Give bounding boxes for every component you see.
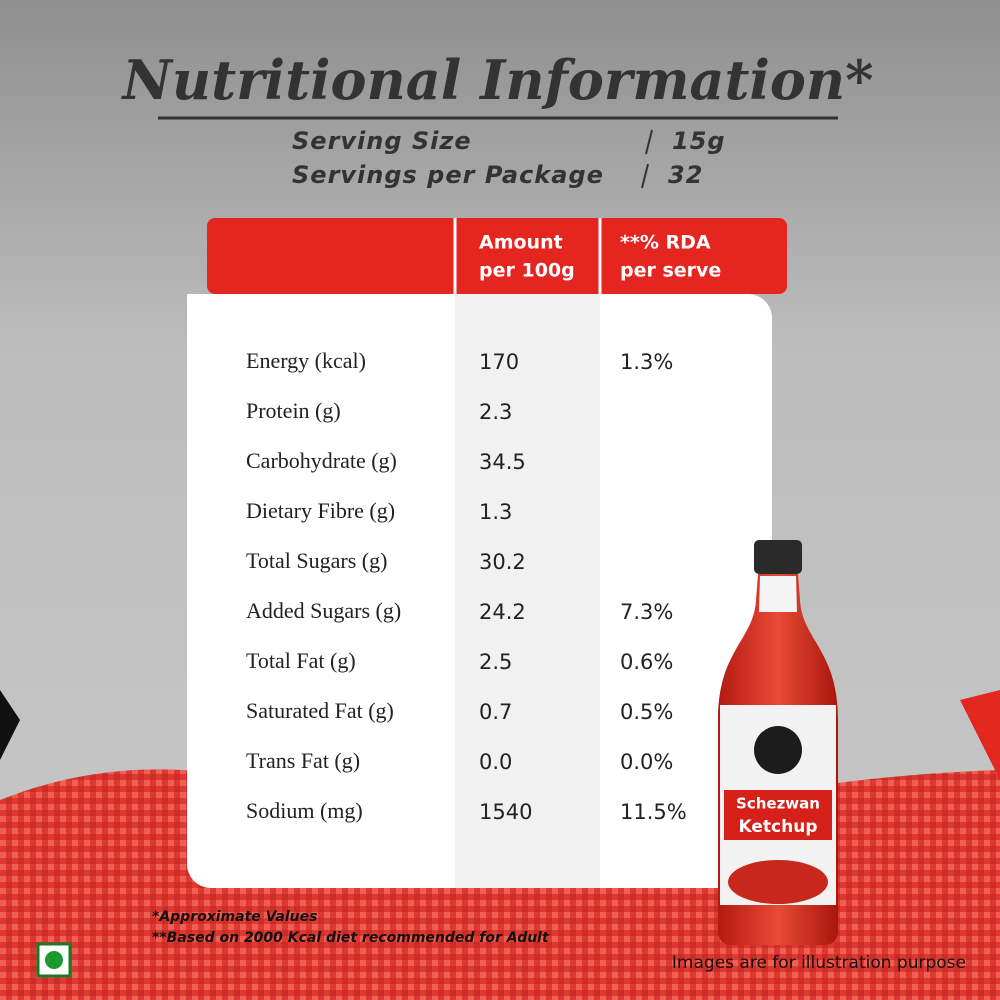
- nutrient-value: 0.7: [479, 700, 512, 724]
- bottle-label-text: Schezwan: [736, 795, 820, 813]
- nutrient-label: Saturated Fat (g): [246, 698, 394, 723]
- nutrient-label: Added Sugars (g): [246, 598, 401, 623]
- nutrient-label: Energy (kcal): [246, 348, 366, 373]
- nutrient-value: 0.0%: [620, 750, 673, 774]
- footnotes: *Approximate Values **Based on 2000 Kcal …: [152, 909, 550, 946]
- serving-separator: [641, 163, 649, 189]
- column-header: Amount: [479, 232, 563, 254]
- nutrient-label: Total Fat (g): [246, 648, 356, 673]
- nutrient-value: 0.5%: [620, 700, 673, 724]
- nutrition-table: Amount per 100g **% RDA per serve Energy (kc…: [246, 232, 721, 825]
- nutrient-value: 34.5: [479, 450, 526, 474]
- nutrient-label: Total Sugars (g): [246, 548, 387, 573]
- column-header: **% RDA: [620, 232, 711, 254]
- bottle-cap: [754, 540, 802, 574]
- disclaimer: Images are for illustration purpose: [672, 953, 966, 973]
- neck-label: [759, 576, 797, 612]
- nutrient-value: 24.2: [479, 600, 526, 624]
- nutrient-label: Carbohydrate (g): [246, 448, 397, 473]
- label-image: [728, 860, 828, 904]
- nutrient-value: 30.2: [479, 550, 526, 574]
- cloth-edge: [960, 690, 1000, 780]
- serving-info: Serving Size 15g Servings per Package 32: [292, 127, 726, 189]
- column-header: per 100g: [479, 260, 575, 282]
- nutrient-value: 2.5: [479, 650, 512, 674]
- nutrient-label: Protein (g): [246, 398, 341, 423]
- nutrient-value: 0.0: [479, 750, 512, 774]
- amount-column-bg: [455, 294, 600, 888]
- title: Nutritional Information*: [121, 48, 874, 112]
- nutrient-value: 0.6%: [620, 650, 673, 674]
- nutrient-label: Dietary Fibre (g): [246, 498, 395, 523]
- nutrient-label: Sodium (mg): [246, 798, 363, 823]
- bottle-label-text: Ketchup: [739, 817, 818, 837]
- footnote: **Based on 2000 Kcal diet recommended fo…: [152, 930, 550, 946]
- nutrient-value: 11.5%: [620, 800, 687, 824]
- serving-value: 32: [668, 161, 703, 189]
- table-corner: [187, 294, 227, 334]
- bottle: Schezwan Ketchup: [718, 540, 838, 945]
- nutrient-value: 7.3%: [620, 600, 673, 624]
- nutrient-label: Trans Fat (g): [246, 748, 360, 773]
- nutrient-value: 1.3%: [620, 350, 673, 374]
- table-header-bg: [207, 218, 787, 294]
- nutrient-value: 2.3: [479, 400, 512, 424]
- serving-label: Servings per Package: [292, 161, 604, 189]
- nutrient-value: 1540: [479, 800, 532, 824]
- nutrient-value: 170: [479, 350, 519, 374]
- column-header: per serve: [620, 260, 721, 282]
- label-band: [724, 790, 832, 840]
- footnote: *Approximate Values: [152, 909, 317, 925]
- nutrient-value: 1.3: [479, 500, 512, 524]
- serving-value: 15g: [672, 127, 726, 155]
- veg-mark-dot: [45, 951, 63, 969]
- serving-label: Serving Size: [292, 127, 472, 155]
- cloth-edge: [0, 690, 20, 760]
- serving-separator: [645, 129, 653, 155]
- brand-logo: [754, 726, 802, 774]
